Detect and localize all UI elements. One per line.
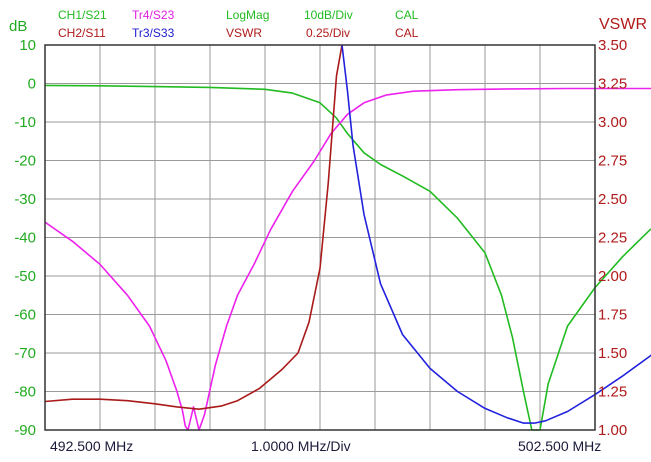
left-tick-label: -70 bbox=[14, 345, 36, 362]
right-tick-label: 2.25 bbox=[598, 230, 627, 247]
left-tick-label: 10 bbox=[19, 37, 36, 54]
x-label-scale: 1.0000 MHz/Div bbox=[251, 438, 351, 454]
left-tick-label: 0 bbox=[28, 76, 36, 93]
header-cal-1: CAL bbox=[395, 8, 419, 22]
right-tick-label: 2.75 bbox=[598, 153, 627, 170]
trace-tr3-s33 bbox=[341, 44, 651, 424]
right-axis-label: VSWR bbox=[599, 16, 647, 33]
left-axis-ticks: 10 0 -10 -20 -30 -40 -50 -60 -70 -80 -90 bbox=[14, 37, 36, 439]
header-cal-2: CAL bbox=[395, 26, 419, 40]
left-tick-label: -60 bbox=[14, 307, 36, 324]
trace-ch2-s11 bbox=[44, 44, 343, 410]
right-tick-label: 1.50 bbox=[598, 345, 627, 362]
right-tick-label: 1.75 bbox=[598, 307, 627, 324]
left-tick-label: -10 bbox=[14, 114, 36, 131]
header-legend: CH1/S21 Tr4/S23 LogMag 10dB/Div CAL CH2/… bbox=[58, 8, 419, 40]
right-tick-label: 2.00 bbox=[598, 268, 627, 285]
x-label-stop: 502.500 MHz bbox=[518, 438, 601, 454]
grid bbox=[45, 45, 595, 430]
right-axis-ticks: 3.50 3.25 3.00 2.75 2.50 2.25 2.00 1.75 1.50 1.25… bbox=[598, 37, 627, 439]
left-tick-label: -80 bbox=[14, 384, 36, 401]
header-vswr: VSWR bbox=[226, 26, 262, 40]
right-tick-label: 1.00 bbox=[598, 422, 627, 439]
header-logmag: LogMag bbox=[226, 8, 269, 22]
left-tick-label: -90 bbox=[14, 422, 36, 439]
header-tr4-s23: Tr4/S23 bbox=[132, 8, 175, 22]
right-tick-label: 3.50 bbox=[598, 37, 627, 54]
trace-tr4-s23 bbox=[44, 87, 651, 431]
left-axis-label: dB bbox=[9, 18, 27, 35]
right-tick-label: 1.25 bbox=[598, 384, 627, 401]
left-tick-label: -20 bbox=[14, 153, 36, 170]
header-ch2-s11: CH2/S11 bbox=[58, 26, 106, 40]
x-label-start: 492.500 MHz bbox=[50, 438, 133, 454]
header-scale-vswr: 0.25/Div bbox=[306, 26, 350, 40]
trace-ch1-s21 bbox=[44, 84, 651, 431]
right-tick-label: 3.00 bbox=[598, 114, 627, 131]
header-tr3-s33: Tr3/S33 bbox=[132, 26, 175, 40]
left-tick-label: -30 bbox=[14, 191, 36, 208]
right-tick-label: 3.25 bbox=[598, 76, 627, 93]
plot-frame bbox=[44, 44, 596, 431]
header-ch1-s21: CH1/S21 bbox=[58, 8, 107, 22]
left-tick-label: -40 bbox=[14, 230, 36, 247]
traces bbox=[44, 44, 651, 431]
header-scale-db: 10dB/Div bbox=[304, 8, 353, 22]
right-tick-label: 2.50 bbox=[598, 191, 627, 208]
left-tick-label: -50 bbox=[14, 268, 36, 285]
